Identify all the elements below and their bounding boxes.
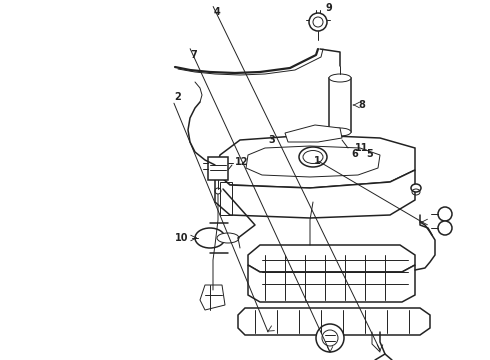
Ellipse shape — [329, 128, 351, 136]
Ellipse shape — [217, 233, 239, 243]
Text: 9: 9 — [326, 3, 333, 13]
Text: 2: 2 — [174, 92, 181, 102]
Polygon shape — [248, 245, 415, 272]
Circle shape — [438, 207, 452, 221]
Polygon shape — [248, 265, 415, 302]
Text: 5: 5 — [367, 149, 373, 159]
Text: 12: 12 — [235, 157, 248, 167]
Polygon shape — [329, 78, 351, 132]
Text: 1: 1 — [314, 156, 320, 166]
Polygon shape — [285, 125, 342, 142]
Circle shape — [438, 221, 452, 235]
Circle shape — [309, 13, 327, 31]
Polygon shape — [208, 157, 228, 180]
Ellipse shape — [411, 184, 421, 192]
Text: 7: 7 — [190, 50, 197, 60]
Ellipse shape — [195, 228, 225, 248]
Polygon shape — [215, 170, 415, 218]
Text: 3: 3 — [269, 135, 275, 145]
Text: 8: 8 — [358, 100, 365, 110]
Polygon shape — [215, 135, 415, 188]
Circle shape — [316, 324, 344, 352]
Ellipse shape — [299, 147, 327, 167]
Ellipse shape — [329, 74, 351, 82]
Text: 4: 4 — [213, 6, 220, 17]
Text: 10: 10 — [175, 233, 189, 243]
Text: 6: 6 — [352, 149, 359, 159]
Text: 11: 11 — [355, 143, 368, 153]
Polygon shape — [238, 308, 430, 335]
